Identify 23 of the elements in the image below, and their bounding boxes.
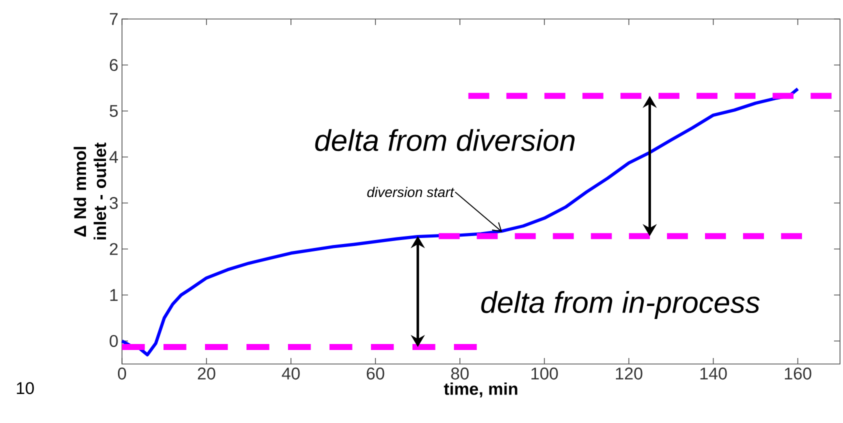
y-tick-label: 4 (109, 151, 118, 163)
x-axis-title: time, min (444, 382, 518, 398)
x-tick-label: 100 (531, 368, 558, 380)
x-tick-label: 140 (700, 368, 727, 380)
x-tick-label: 160 (784, 368, 812, 380)
y-tick-label: 2 (110, 243, 118, 255)
y-tick-label: 6 (110, 58, 118, 72)
x-tick-label: 80 (451, 368, 469, 380)
text: 10 (16, 382, 34, 394)
x-tick-label: 60 (366, 368, 384, 380)
annotation: delta from diversion (315, 129, 575, 152)
y-tick-label: 3 (110, 196, 118, 210)
x-tick-label: 40 (282, 368, 300, 380)
annotation: diversion start (367, 186, 454, 198)
y-axis-title: Δ Nd mmol inlet - outlet (74, 142, 106, 240)
x-tick-label: 0 (118, 368, 126, 380)
y-tick-label: 5 (110, 105, 118, 117)
annotation: delta from in-process (481, 291, 760, 319)
y-tick-label: 1 (110, 289, 118, 301)
x-tick-label: 20 (198, 368, 216, 380)
y-tick-label: 0 (110, 334, 118, 348)
y-tick-label: 7 (110, 13, 118, 25)
x-tick-label: 120 (616, 368, 642, 380)
